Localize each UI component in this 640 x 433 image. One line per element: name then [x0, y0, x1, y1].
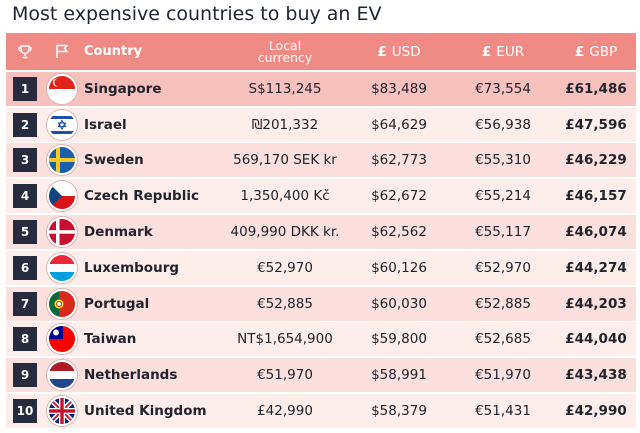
- singapore-flag-icon: [47, 73, 77, 104]
- gbp-price: £43,438: [565, 367, 627, 384]
- table-row: 3 Sweden 569,170 SEK kr $62,773 €55,310 …: [6, 143, 636, 178]
- header-gbp-label: GBP: [589, 43, 618, 60]
- table-row: 5 Denmark 409,990 DKK kr. $62,562 €55,11…: [6, 214, 636, 249]
- local-price: ₪201,332: [251, 116, 319, 133]
- eur-price: €55,310: [475, 152, 531, 169]
- usd-price: $64,629: [371, 116, 427, 133]
- rank-badge: 8: [13, 327, 37, 352]
- portugal-flag-icon: [47, 288, 77, 319]
- header-eur: £ EUR: [450, 44, 556, 60]
- luxembourg-flag-icon: [47, 252, 77, 283]
- eur-price: €52,685: [475, 331, 531, 348]
- local-price: S$113,245: [248, 80, 322, 97]
- header-gbp: £ GBP: [556, 44, 636, 60]
- page-title: Most expensive countries to buy an EV: [12, 3, 382, 25]
- rank-badge: 9: [13, 363, 37, 388]
- gbp-price: £44,203: [565, 295, 627, 312]
- gbp-price: £44,040: [565, 331, 627, 348]
- gbp-price: £46,157: [565, 188, 627, 205]
- local-price: €52,885: [257, 295, 313, 312]
- header-eur-symbol: £: [481, 43, 492, 60]
- local-price: 409,990 DKK kr.: [230, 223, 340, 240]
- eur-price: €55,214: [475, 188, 531, 205]
- israel-flag-icon: [47, 109, 77, 140]
- rank-badge: 1: [13, 76, 37, 101]
- usd-price: $58,379: [371, 402, 427, 419]
- table-row: 7 Portugal €52,885 $60,030 €52,885 £44,2…: [6, 286, 636, 321]
- rank-badge: 7: [13, 291, 37, 316]
- rank-badge: 2: [13, 112, 37, 137]
- country-name: Singapore: [84, 80, 162, 97]
- header-eur-label: EUR: [496, 43, 525, 60]
- eur-price: €52,970: [475, 259, 531, 276]
- country-name: United Kingdom: [84, 402, 207, 419]
- usd-price: $60,126: [371, 259, 427, 276]
- usd-price: $62,773: [371, 152, 427, 169]
- local-price: €51,970: [257, 367, 313, 384]
- country-name: Luxembourg: [84, 259, 180, 276]
- header-usd: £ USD: [348, 44, 450, 60]
- header-local-line2: currency: [257, 49, 313, 65]
- table-row: 4 Czech Republic 1,350,400 Kč $62,672 €5…: [6, 179, 636, 214]
- usd-price: $83,489: [371, 80, 427, 97]
- gbp-price: £61,486: [565, 80, 627, 97]
- country-name: Netherlands: [84, 367, 178, 384]
- eur-price: €52,885: [475, 295, 531, 312]
- country-name: Sweden: [84, 152, 144, 169]
- czech-flag-icon: [47, 181, 77, 212]
- rank-badge: 4: [13, 184, 37, 209]
- eur-price: €55,117: [475, 223, 531, 240]
- eur-price: €51,431: [475, 402, 531, 419]
- rank-badge: 6: [13, 255, 37, 280]
- usd-price: $62,672: [371, 188, 427, 205]
- local-price: NT$1,654,900: [237, 331, 333, 348]
- country-name: Portugal: [84, 295, 150, 312]
- flag-outline-icon: [44, 44, 80, 59]
- header-local-line1: Local: [268, 37, 302, 53]
- table-row: 2 Israel ₪201,332 $64,629 €56,938 £47,59…: [6, 107, 636, 142]
- rank-badge: 3: [13, 148, 37, 173]
- table-header: Country Local currency £ USD £ EUR £ GBP: [6, 33, 636, 70]
- netherlands-flag-icon: [47, 360, 77, 391]
- local-price: 569,170 SEK kr: [233, 152, 337, 169]
- sweden-flag-icon: [47, 145, 77, 176]
- header-usd-label: USD: [391, 43, 421, 60]
- table-row: 8 Taiwan NT$1,654,900 $59,800 €52,685 £4…: [6, 322, 636, 357]
- country-name: Israel: [84, 116, 127, 133]
- local-price: £42,990: [257, 402, 313, 419]
- usd-price: $60,030: [371, 295, 427, 312]
- table-row: 9 Netherlands €51,970 $58,991 €51,970 £4…: [6, 358, 636, 393]
- usd-price: $58,991: [371, 367, 427, 384]
- uk-flag-icon: [47, 395, 77, 426]
- denmark-flag-icon: [47, 216, 77, 247]
- ranking-table: Country Local currency £ USD £ EUR £ GBP 1 …: [6, 33, 636, 428]
- eur-price: €51,970: [475, 367, 531, 384]
- country-name: Denmark: [84, 223, 153, 240]
- local-price: €52,970: [257, 259, 313, 276]
- country-name: Czech Republic: [84, 188, 199, 205]
- taiwan-flag-icon: [47, 324, 77, 355]
- gbp-price: £46,074: [565, 223, 627, 240]
- header-country: Country: [84, 44, 143, 59]
- usd-price: $59,800: [371, 331, 427, 348]
- eur-price: €56,938: [475, 116, 531, 133]
- trophy-icon: [6, 44, 44, 59]
- table-row: 1 Singapore S$113,245 $83,489 €73,554 £6…: [6, 71, 636, 106]
- local-price: 1,350,400 Kč: [240, 188, 330, 205]
- country-name: Taiwan: [84, 331, 137, 348]
- rank-badge: 5: [13, 219, 37, 244]
- gbp-price: £47,596: [565, 116, 627, 133]
- eur-price: €73,554: [475, 80, 531, 97]
- gbp-price: £46,229: [565, 152, 627, 169]
- header-usd-symbol: £: [377, 43, 387, 60]
- gbp-price: £44,274: [565, 259, 627, 276]
- usd-price: $62,562: [371, 223, 427, 240]
- table-row: 6 Luxembourg €52,970 $60,126 €52,970 £44…: [6, 250, 636, 285]
- header-gbp-symbol: £: [574, 43, 585, 60]
- rank-badge: 10: [13, 398, 37, 423]
- header-local-currency: Local currency: [222, 37, 348, 65]
- table-row: 10 United Kingdom £42,990 $58,379 €51,43…: [6, 393, 636, 428]
- gbp-price: £42,990: [565, 402, 627, 419]
